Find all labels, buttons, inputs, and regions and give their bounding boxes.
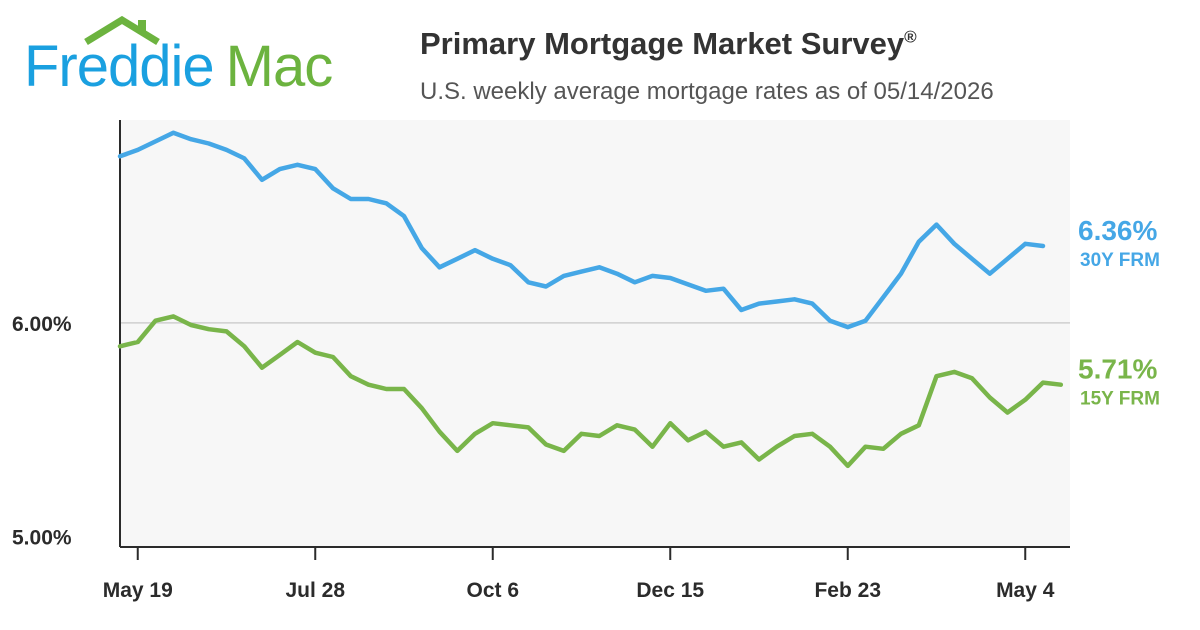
- series-name-label: 30Y FRM: [1080, 250, 1160, 271]
- chart-subtitle: U.S. weekly average mortgage rates as of…: [420, 78, 994, 105]
- end-value-label: 6.36%: [1078, 215, 1157, 246]
- series-name-label: 15Y FRM: [1080, 389, 1160, 410]
- logo-word-freddie: Freddie: [24, 34, 215, 99]
- x-axis-ticks: May 19 Jul 28 Oct 6 Dec 15 Feb 23 May 4: [103, 547, 1055, 602]
- series-line-15y-frm: [117, 314, 1064, 469]
- plot-background: [120, 120, 1070, 547]
- series-line-30y-frm: [117, 130, 1046, 330]
- logo-word-mac: Mac: [225, 34, 334, 99]
- series-lines: [117, 130, 1064, 469]
- end-value-labels: 6.36% 30Y FRM 5.71% 15Y FRM: [1078, 215, 1160, 410]
- freddie-mac-logo: Freddie Mac: [24, 14, 384, 106]
- x-tick-label: May 19: [103, 579, 173, 602]
- y-tick-label: 5.00%: [12, 526, 72, 549]
- x-tick-label: Feb 23: [814, 579, 881, 602]
- x-tick-label: Jul 28: [285, 579, 345, 602]
- chart-title: Primary Mortgage Market Survey®: [420, 26, 917, 61]
- house-roof-icon: [84, 16, 160, 45]
- y-axis-ticks: 6.00% 5.00%: [12, 313, 72, 550]
- y-tick-label: 6.00%: [12, 313, 72, 336]
- registered-mark: ®: [904, 27, 917, 47]
- x-tick-label: Oct 6: [466, 579, 519, 602]
- x-tick-label: May 4: [996, 579, 1055, 602]
- end-value-label: 5.71%: [1078, 354, 1157, 385]
- x-tick-label: Dec 15: [636, 579, 704, 602]
